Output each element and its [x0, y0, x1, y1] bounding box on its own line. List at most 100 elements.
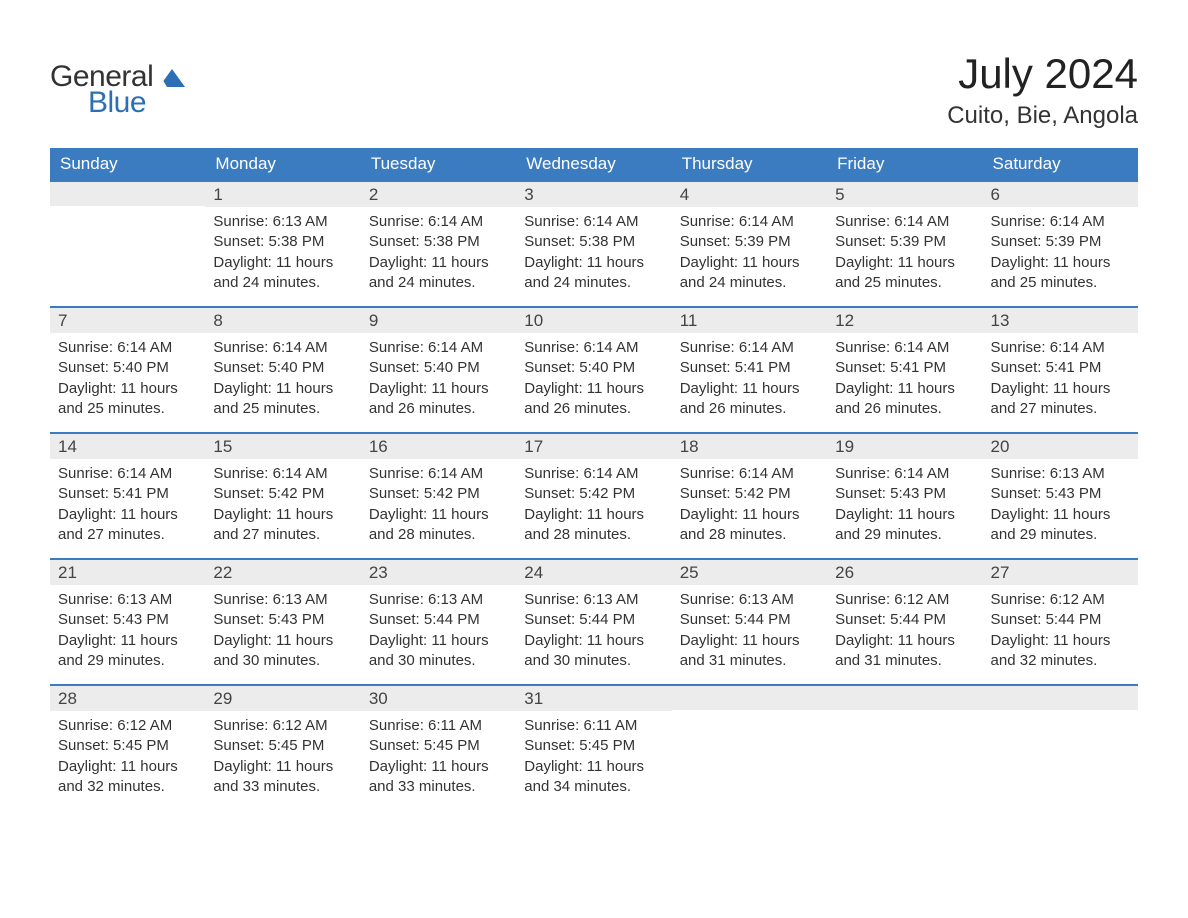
title-block: July 2024 Cuito, Bie, Angola	[947, 50, 1138, 130]
day-number: 22	[205, 558, 360, 585]
day-number: 30	[361, 684, 516, 711]
day-number: 21	[50, 558, 205, 585]
day-number: 13	[983, 306, 1138, 333]
day-content: Sunrise: 6:14 AMSunset: 5:39 PMDaylight:…	[983, 207, 1138, 293]
daylight-text: Daylight: 11 hours and 25 minutes.	[213, 379, 352, 420]
day-number: 25	[672, 558, 827, 585]
sunrise-text: Sunrise: 6:13 AM	[58, 590, 197, 610]
day-cell: 5Sunrise: 6:14 AMSunset: 5:39 PMDaylight…	[827, 180, 982, 306]
day-cell	[827, 684, 982, 810]
day-number: 15	[205, 432, 360, 459]
day-cell	[672, 684, 827, 810]
daylight-text: Daylight: 11 hours and 26 minutes.	[835, 379, 974, 420]
daylight-text: Daylight: 11 hours and 31 minutes.	[680, 631, 819, 672]
day-number: 1	[205, 180, 360, 207]
day-content: Sunrise: 6:14 AMSunset: 5:40 PMDaylight:…	[205, 333, 360, 419]
day-cell: 31Sunrise: 6:11 AMSunset: 5:45 PMDayligh…	[516, 684, 671, 810]
day-cell	[50, 180, 205, 306]
day-content: Sunrise: 6:14 AMSunset: 5:40 PMDaylight:…	[361, 333, 516, 419]
col-tuesday: Tuesday	[361, 148, 516, 180]
day-content: Sunrise: 6:12 AMSunset: 5:44 PMDaylight:…	[827, 585, 982, 671]
day-number: 28	[50, 684, 205, 711]
sunset-text: Sunset: 5:40 PM	[369, 358, 508, 378]
day-content: Sunrise: 6:14 AMSunset: 5:41 PMDaylight:…	[983, 333, 1138, 419]
calendar-week: 1Sunrise: 6:13 AMSunset: 5:38 PMDaylight…	[50, 180, 1138, 306]
day-content: Sunrise: 6:14 AMSunset: 5:40 PMDaylight:…	[50, 333, 205, 419]
sunrise-text: Sunrise: 6:14 AM	[680, 212, 819, 232]
day-number: 17	[516, 432, 671, 459]
daylight-text: Daylight: 11 hours and 31 minutes.	[835, 631, 974, 672]
weeks-container: 1Sunrise: 6:13 AMSunset: 5:38 PMDaylight…	[50, 180, 1138, 810]
sunset-text: Sunset: 5:42 PM	[213, 484, 352, 504]
day-number: 5	[827, 180, 982, 207]
day-number: 31	[516, 684, 671, 711]
sunset-text: Sunset: 5:41 PM	[680, 358, 819, 378]
sunrise-text: Sunrise: 6:14 AM	[58, 338, 197, 358]
day-number: 7	[50, 306, 205, 333]
day-number: 23	[361, 558, 516, 585]
sunrise-text: Sunrise: 6:14 AM	[680, 464, 819, 484]
day-cell: 4Sunrise: 6:14 AMSunset: 5:39 PMDaylight…	[672, 180, 827, 306]
day-content: Sunrise: 6:14 AMSunset: 5:38 PMDaylight:…	[516, 207, 671, 293]
sunrise-text: Sunrise: 6:13 AM	[213, 212, 352, 232]
day-cell: 23Sunrise: 6:13 AMSunset: 5:44 PMDayligh…	[361, 558, 516, 684]
daylight-text: Daylight: 11 hours and 27 minutes.	[991, 379, 1130, 420]
daylight-text: Daylight: 11 hours and 28 minutes.	[369, 505, 508, 546]
sunrise-text: Sunrise: 6:14 AM	[524, 212, 663, 232]
daylight-text: Daylight: 11 hours and 29 minutes.	[835, 505, 974, 546]
sunrise-text: Sunrise: 6:12 AM	[835, 590, 974, 610]
day-number	[672, 684, 827, 710]
sunrise-text: Sunrise: 6:14 AM	[213, 338, 352, 358]
day-content: Sunrise: 6:13 AMSunset: 5:44 PMDaylight:…	[361, 585, 516, 671]
day-number: 14	[50, 432, 205, 459]
sunrise-text: Sunrise: 6:14 AM	[58, 464, 197, 484]
sunrise-text: Sunrise: 6:13 AM	[991, 464, 1130, 484]
sunset-text: Sunset: 5:44 PM	[524, 610, 663, 630]
day-number: 20	[983, 432, 1138, 459]
calendar-week: 14Sunrise: 6:14 AMSunset: 5:41 PMDayligh…	[50, 432, 1138, 558]
day-cell: 7Sunrise: 6:14 AMSunset: 5:40 PMDaylight…	[50, 306, 205, 432]
sunset-text: Sunset: 5:41 PM	[58, 484, 197, 504]
day-content: Sunrise: 6:13 AMSunset: 5:44 PMDaylight:…	[672, 585, 827, 671]
calendar-week: 7Sunrise: 6:14 AMSunset: 5:40 PMDaylight…	[50, 306, 1138, 432]
sunrise-text: Sunrise: 6:14 AM	[835, 338, 974, 358]
day-number: 2	[361, 180, 516, 207]
sunset-text: Sunset: 5:44 PM	[369, 610, 508, 630]
page-title: July 2024	[947, 50, 1138, 98]
day-cell: 26Sunrise: 6:12 AMSunset: 5:44 PMDayligh…	[827, 558, 982, 684]
logo-text-blue: Blue	[88, 86, 185, 120]
col-wednesday: Wednesday	[516, 148, 671, 180]
day-cell: 14 Sunrise: 6:14 AMSunset: 5:41 PMDayligh…	[50, 432, 205, 558]
sunset-text: Sunset: 5:42 PM	[369, 484, 508, 504]
sunset-text: Sunset: 5:42 PM	[524, 484, 663, 504]
calendar-header-row: Sunday Monday Tuesday Wednesday Thursday…	[50, 148, 1138, 180]
page: General Blue July 2024 Cuito, Bie, Angol…	[0, 0, 1188, 918]
day-cell: 9Sunrise: 6:14 AMSunset: 5:40 PMDaylight…	[361, 306, 516, 432]
daylight-text: Daylight: 11 hours and 25 minutes.	[991, 253, 1130, 294]
sunrise-text: Sunrise: 6:14 AM	[991, 338, 1130, 358]
sunset-text: Sunset: 5:45 PM	[213, 736, 352, 756]
day-cell: 19Sunrise: 6:14 AMSunset: 5:43 PMDayligh…	[827, 432, 982, 558]
sunset-text: Sunset: 5:40 PM	[58, 358, 197, 378]
daylight-text: Daylight: 11 hours and 24 minutes.	[524, 253, 663, 294]
logo: General Blue	[50, 60, 185, 120]
day-cell: 1Sunrise: 6:13 AMSunset: 5:38 PMDaylight…	[205, 180, 360, 306]
sunset-text: Sunset: 5:41 PM	[991, 358, 1130, 378]
day-cell: 6Sunrise: 6:14 AMSunset: 5:39 PMDaylight…	[983, 180, 1138, 306]
header: General Blue July 2024 Cuito, Bie, Angol…	[50, 50, 1138, 130]
day-number: 29	[205, 684, 360, 711]
sunrise-text: Sunrise: 6:13 AM	[524, 590, 663, 610]
day-cell: 12Sunrise: 6:14 AMSunset: 5:41 PMDayligh…	[827, 306, 982, 432]
sunrise-text: Sunrise: 6:12 AM	[58, 716, 197, 736]
daylight-text: Daylight: 11 hours and 33 minutes.	[369, 757, 508, 798]
sunset-text: Sunset: 5:45 PM	[58, 736, 197, 756]
day-number: 9	[361, 306, 516, 333]
day-cell: 3Sunrise: 6:14 AMSunset: 5:38 PMDaylight…	[516, 180, 671, 306]
daylight-text: Daylight: 11 hours and 28 minutes.	[524, 505, 663, 546]
daylight-text: Daylight: 11 hours and 27 minutes.	[58, 505, 197, 546]
daylight-text: Daylight: 11 hours and 26 minutes.	[369, 379, 508, 420]
day-content: Sunrise: 6:14 AMSunset: 5:42 PMDaylight:…	[516, 459, 671, 545]
sunrise-text: Sunrise: 6:14 AM	[991, 212, 1130, 232]
daylight-text: Daylight: 11 hours and 27 minutes.	[213, 505, 352, 546]
sunset-text: Sunset: 5:45 PM	[369, 736, 508, 756]
